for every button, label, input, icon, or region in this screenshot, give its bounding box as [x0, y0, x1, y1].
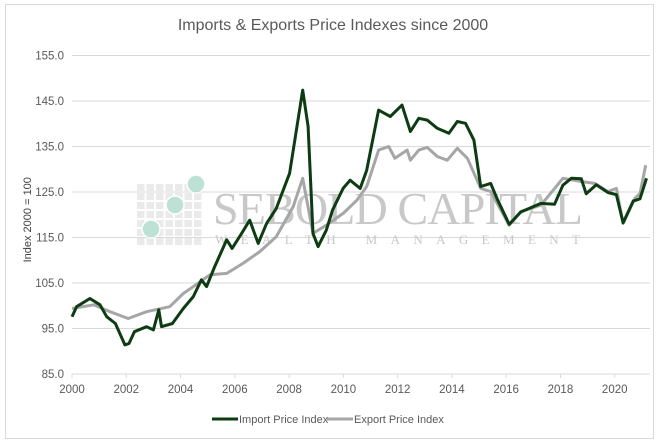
- y-tick-label: 135.0: [35, 142, 64, 154]
- y-tick-label: 125.0: [35, 187, 64, 199]
- y-tick-label: 85.0: [42, 369, 64, 381]
- x-tick-label: 2008: [276, 384, 302, 396]
- x-tick-label: 2018: [548, 384, 574, 396]
- y-tick-label: 145.0: [35, 96, 64, 108]
- watermark-logo: [137, 174, 206, 245]
- x-tick-label: 2016: [493, 384, 519, 396]
- x-tick-label: 2014: [439, 384, 465, 396]
- x-tick-label: 2006: [222, 384, 248, 396]
- x-tick-label: 2010: [331, 384, 357, 396]
- chart-title: Imports & Exports Price Indexes since 20…: [177, 17, 489, 34]
- x-tick-label: 2004: [168, 384, 194, 396]
- watermark-tagline: WEALTH MANAGEMENT: [215, 232, 580, 247]
- legend-label: Export Price Index: [354, 414, 444, 426]
- y-axis-label: Index 2000 = 100: [22, 177, 34, 262]
- legend-label: Import Price Index: [239, 414, 329, 426]
- x-tick-label: 2012: [385, 384, 411, 396]
- x-tick-label: 2020: [602, 384, 628, 396]
- y-tick-label: 115.0: [36, 233, 64, 245]
- y-tick-label: 95.0: [42, 324, 64, 336]
- series-line-import: [70, 88, 648, 347]
- x-tick-label: 2002: [113, 384, 139, 396]
- y-tick-label: 155.0: [35, 51, 64, 63]
- y-tick-label: 105.0: [35, 278, 64, 290]
- x-tick-label: 2000: [59, 384, 85, 396]
